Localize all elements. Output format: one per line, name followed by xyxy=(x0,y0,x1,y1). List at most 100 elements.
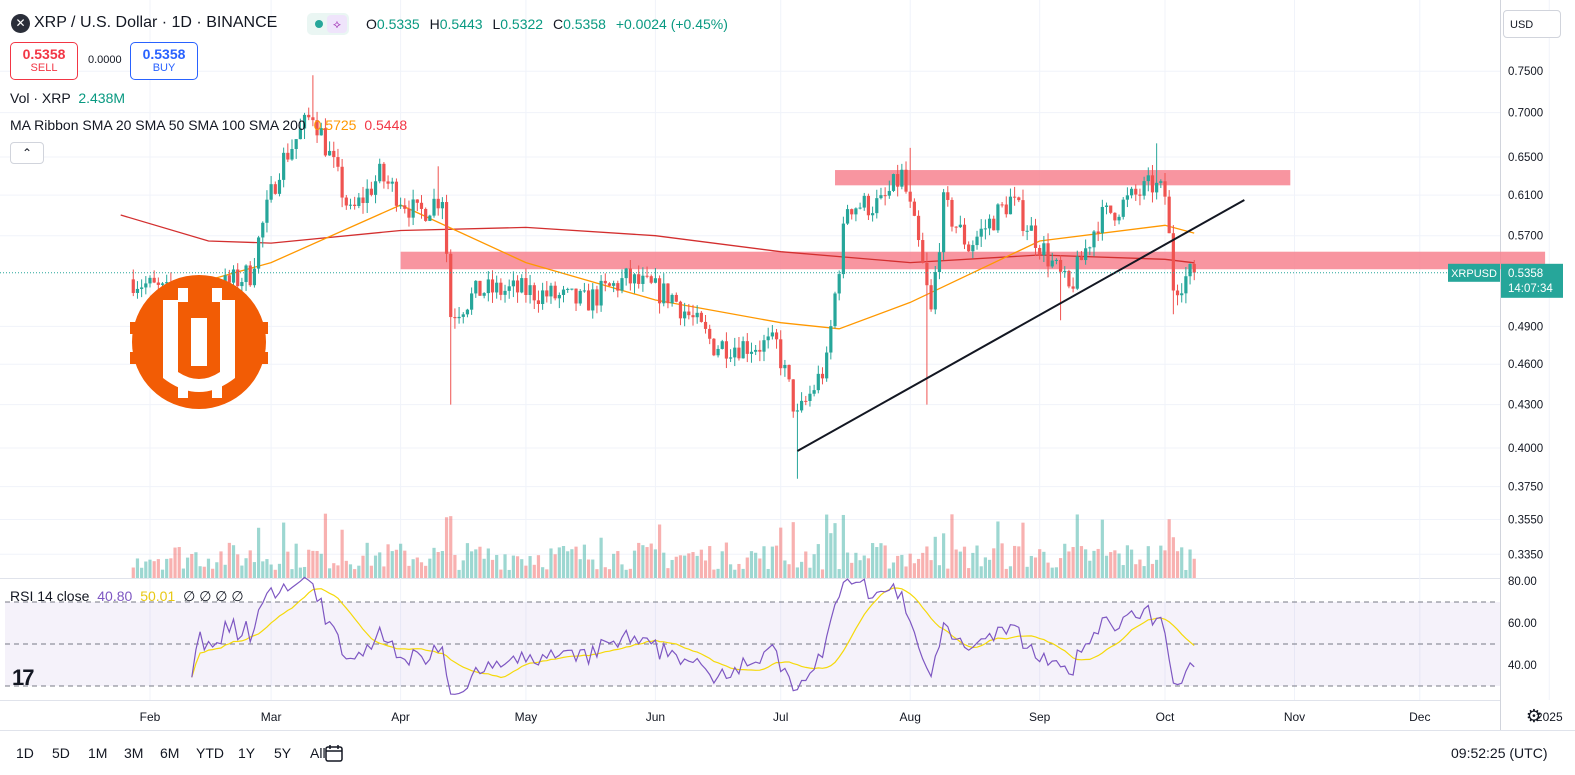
volume-bar xyxy=(1046,562,1050,578)
candle-body xyxy=(900,169,904,187)
timeframe-1y[interactable]: 1Y xyxy=(238,745,256,761)
candle-body xyxy=(666,283,670,304)
timeframe-6m[interactable]: 6M xyxy=(160,745,180,761)
candle-body xyxy=(987,218,992,229)
candle-body xyxy=(227,275,231,283)
volume-bar xyxy=(403,550,407,578)
timeframe-ytd[interactable]: YTD xyxy=(196,745,224,761)
volume-legend[interactable]: Vol · XRP 2.438M xyxy=(10,90,126,106)
candle-body xyxy=(282,152,286,180)
volume-bar xyxy=(774,545,779,578)
candle-body xyxy=(1004,204,1008,215)
volume-bar xyxy=(323,513,328,578)
chevron-up-icon[interactable]: ⌃ xyxy=(10,142,44,164)
volume-bar xyxy=(528,556,532,578)
timeframe-1m[interactable]: 1M xyxy=(88,745,108,761)
candle-body xyxy=(649,276,653,283)
volume-bar xyxy=(929,560,933,578)
rsi-ma-line xyxy=(191,587,1195,679)
currency-selector[interactable]: USD xyxy=(1503,10,1561,38)
volume-bar xyxy=(365,542,369,578)
volume-bar xyxy=(227,542,231,578)
volume-bar xyxy=(211,568,215,578)
volume-bar xyxy=(603,567,607,578)
rsi-legend[interactable]: RSI 14 close 40.80 50.01 ∅ ∅ ∅ ∅ xyxy=(10,588,244,604)
volume-bar xyxy=(850,562,854,578)
candle-body xyxy=(1163,181,1167,197)
volume-bar xyxy=(591,559,595,578)
volume-bar xyxy=(825,514,829,578)
candle-body xyxy=(645,275,649,277)
tradingview-logo-icon: 17 xyxy=(12,665,35,690)
volume-bar xyxy=(415,557,419,578)
volume-bar xyxy=(357,565,361,578)
volume-bar xyxy=(728,564,733,578)
sell-button[interactable]: 0.5358 SELL xyxy=(10,42,78,80)
volume-bar xyxy=(925,546,929,578)
volume-bar xyxy=(541,567,545,578)
candle-body xyxy=(1092,231,1096,248)
timeframe-5d[interactable]: 5D xyxy=(52,745,70,761)
calendar-icon[interactable] xyxy=(323,742,345,764)
market-status[interactable]: ⟡ xyxy=(307,13,349,35)
volume-bar xyxy=(453,554,457,578)
volume-bar xyxy=(1042,551,1046,578)
volume-bar xyxy=(942,533,946,578)
volume-bar xyxy=(937,565,942,578)
volume-bar xyxy=(236,554,240,578)
timeframe-5y[interactable]: 5Y xyxy=(274,745,292,761)
candle-body xyxy=(662,283,666,304)
volume-bar xyxy=(933,536,937,578)
candle-body xyxy=(507,286,511,291)
ma-ribbon-legend[interactable]: MA Ribbon SMA 20 SMA 50 SMA 100 SMA 200 … xyxy=(10,117,408,133)
candle-body xyxy=(382,163,386,182)
symbol-label: XRPUSD xyxy=(1451,268,1497,280)
volume-bar xyxy=(1021,522,1025,578)
volume-bar xyxy=(1113,550,1117,578)
flow-icon[interactable]: ⟡ xyxy=(327,15,347,33)
candle-body xyxy=(1000,204,1004,206)
candle-body xyxy=(1188,263,1192,277)
candle-body xyxy=(474,280,478,294)
coin-logo-tab xyxy=(130,352,150,364)
clock[interactable]: 09:52:25 (UTC) xyxy=(1451,745,1548,761)
candle-body xyxy=(1017,197,1021,201)
volume-bar xyxy=(674,556,678,578)
candle-body xyxy=(962,224,967,245)
candle-body xyxy=(866,195,871,216)
volume-bar xyxy=(219,551,223,578)
candle-body xyxy=(357,197,361,207)
timeframe-all[interactable]: All xyxy=(310,745,326,761)
candle-body xyxy=(708,328,712,339)
candle-body xyxy=(1180,293,1184,296)
buy-button[interactable]: 0.5358 BUY xyxy=(130,42,198,80)
volume-bar xyxy=(595,569,599,578)
volume-bar xyxy=(252,562,257,578)
volume-bar xyxy=(620,564,624,578)
volume-bar xyxy=(916,558,921,578)
coin-logo-notch xyxy=(212,288,222,302)
timeframe-1d[interactable]: 1D xyxy=(16,745,34,761)
candle-body xyxy=(1029,225,1033,231)
volume-bar xyxy=(858,560,862,578)
candle-body xyxy=(244,265,248,283)
volume-bar xyxy=(816,544,820,578)
candle-body xyxy=(290,148,294,160)
symbol-title[interactable]: XRP / U.S. Dollar · 1D · BINANCE xyxy=(34,14,278,31)
candle-body xyxy=(620,278,624,291)
candle-body xyxy=(369,188,373,195)
volume-bar xyxy=(1067,551,1071,578)
volume-bar xyxy=(950,514,954,578)
volume-bar xyxy=(983,557,987,578)
candle-body xyxy=(156,282,160,285)
timeframe-3m[interactable]: 3M xyxy=(124,745,144,761)
candle-body xyxy=(256,237,261,269)
volume-bar xyxy=(1117,553,1121,578)
gear-icon[interactable]: ⚙ xyxy=(1525,706,1543,726)
volume-bar xyxy=(1054,567,1058,578)
volume-bar xyxy=(545,569,549,578)
volume-bar xyxy=(194,552,198,578)
candle-body xyxy=(591,289,595,311)
volume-bar xyxy=(678,555,683,578)
